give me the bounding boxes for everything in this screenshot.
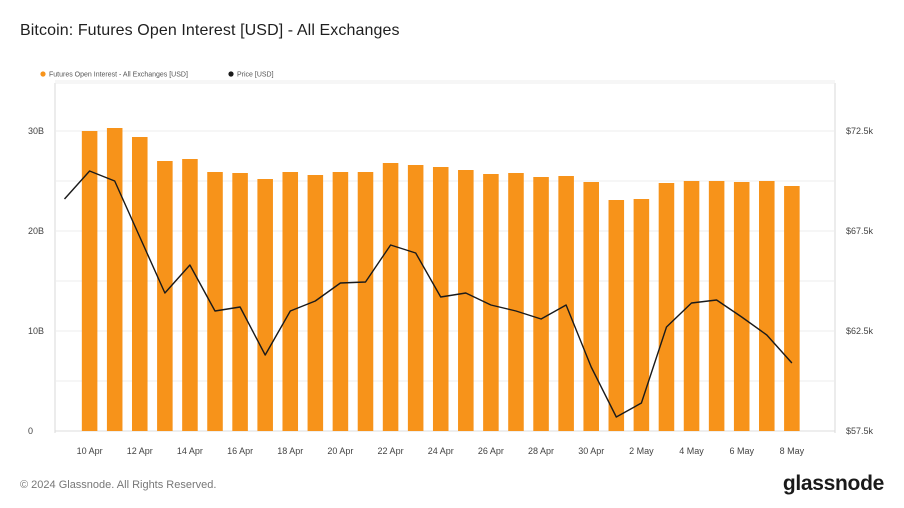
oi-bar: [784, 186, 800, 431]
x-tick-label: 14 Apr: [177, 446, 203, 456]
legend-oi-label: Futures Open Interest - All Exchanges [U…: [49, 72, 188, 79]
oi-bar: [633, 199, 650, 431]
oi-bar: [508, 173, 524, 431]
legend-oi-swatch: [40, 71, 46, 77]
y-left-tick-label: 10B: [28, 326, 44, 336]
oi-bar: [131, 137, 148, 431]
oi-bar: [458, 170, 474, 431]
oi-bar: [483, 174, 499, 431]
oi-bar: [683, 181, 700, 431]
x-tick-label: 22 Apr: [378, 446, 404, 456]
x-tick-label: 18 Apr: [277, 446, 303, 456]
oi-bar: [733, 182, 750, 431]
oi-bar: [182, 159, 198, 431]
oi-bar: [332, 172, 349, 431]
y-right-tick-label: $57.5k: [846, 426, 874, 436]
oi-bar: [357, 172, 374, 431]
y-left-tick-label: 0: [28, 426, 33, 436]
oi-bar: [307, 175, 324, 431]
x-tick-label: 20 Apr: [327, 446, 353, 456]
x-tick-label: 8 May: [780, 446, 805, 456]
oi-bar: [658, 183, 675, 431]
oi-bar: [257, 179, 273, 431]
oi-bar: [232, 173, 248, 431]
oi-bar: [382, 163, 399, 431]
oi-bar: [207, 172, 223, 431]
glassnode-logo[interactable]: glassnode: [782, 472, 884, 495]
price-line: [63, 170, 793, 418]
y-right-tick-label: $72.5k: [846, 126, 874, 136]
legend-price-swatch: [228, 71, 234, 77]
x-tick-label: 16 Apr: [227, 446, 253, 456]
x-tick-label: 30 Apr: [578, 446, 604, 456]
x-tick-label: 4 May: [679, 446, 704, 456]
oi-bar: [558, 176, 574, 431]
oi-bar: [432, 167, 449, 431]
y-right-tick-label: $62.5k: [846, 326, 874, 336]
y-right-tick-label: $67.5k: [846, 226, 874, 236]
y-left-tick-label: 20B: [28, 226, 44, 236]
oi-bar: [533, 177, 549, 431]
x-tick-label: 6 May: [729, 446, 754, 456]
oi-bar: [157, 161, 173, 431]
x-tick-label: 2 May: [629, 446, 654, 456]
legend-price-label: Price [USD]: [237, 72, 274, 79]
x-tick-label: 26 Apr: [478, 446, 504, 456]
oi-bar: [282, 172, 299, 431]
oi-bar: [81, 131, 98, 431]
x-tick-label: 10 Apr: [77, 446, 103, 456]
oi-bar: [583, 182, 599, 431]
oi-bar: [608, 200, 625, 431]
oi-bar: [759, 181, 775, 431]
chart-title: Bitcoin: Futures Open Interest [USD] - A…: [20, 22, 400, 39]
x-tick-label: 12 Apr: [127, 446, 153, 456]
x-tick-label: 28 Apr: [528, 446, 554, 456]
oi-bar: [708, 181, 725, 431]
oi-bar: [106, 128, 123, 431]
y-left-tick-label: 30B: [28, 126, 44, 136]
copyright-text: © 2024 Glassnode. All Rights Reserved.: [20, 479, 217, 491]
oi-bar: [407, 165, 424, 431]
x-tick-label: 24 Apr: [428, 446, 454, 456]
